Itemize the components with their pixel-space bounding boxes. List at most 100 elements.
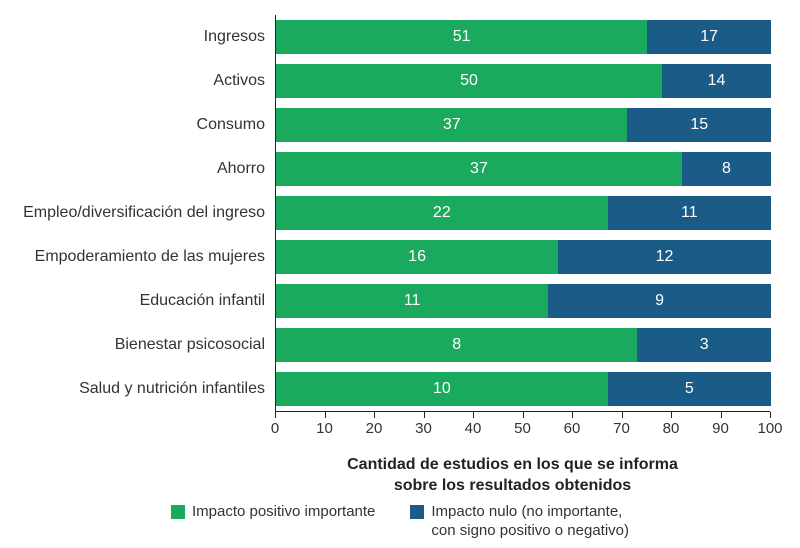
bar-segment-null: 14: [662, 64, 771, 98]
bar-segment-positive: 50: [276, 64, 662, 98]
bar-value-label: 37: [443, 116, 461, 134]
x-tick: [721, 412, 722, 418]
x-tick-label: 90: [712, 420, 729, 437]
bar-value-label: 3: [700, 336, 709, 354]
bar-track: 83: [276, 328, 771, 362]
legend-swatch: [171, 505, 185, 519]
bar-value-label: 8: [452, 336, 461, 354]
bar-segment-null: 8: [682, 152, 771, 186]
bar-track: 10 5: [276, 372, 771, 406]
bar-value-label: 17: [700, 28, 718, 46]
category-label: Activos: [20, 72, 275, 90]
bar-value-label: 14: [708, 72, 726, 90]
bar-plot-cell: 51 17: [275, 15, 770, 59]
bar-row: Educación infantil 11 9: [20, 279, 780, 323]
bar-track: 37 8: [276, 152, 771, 186]
category-label: Ingresos: [20, 28, 275, 46]
x-tick: [572, 412, 573, 418]
bar-plot-cell: 83: [275, 323, 770, 367]
bar-rows-container: Ingresos 51 17 Activos 50 14 Consumo 37 15 Ahorro…: [20, 15, 780, 411]
x-tick: [325, 412, 326, 418]
category-label: Consumo: [20, 116, 275, 134]
category-label: Ahorro: [20, 160, 275, 178]
x-tick: [374, 412, 375, 418]
bar-plot-cell: 22 11: [275, 191, 770, 235]
bar-row: Salud y nutrición infantiles10 5: [20, 367, 780, 411]
bar-plot-cell: 37 15: [275, 103, 770, 147]
legend-label: Impacto nulo (no importante,con signo po…: [431, 503, 629, 541]
x-tick-label: 40: [465, 420, 482, 437]
bar-segment-null: 9: [548, 284, 771, 318]
bar-segment-positive: 22: [276, 196, 608, 230]
bar-row: Empoderamiento de las mujeres1612: [20, 235, 780, 279]
x-tick: [622, 412, 623, 418]
legend: Impacto positivo importante Impacto nulo …: [0, 503, 800, 541]
bar-plot-cell: 50 14: [275, 59, 770, 103]
bar-value-label: 37: [470, 160, 488, 178]
x-tick-label: 20: [366, 420, 383, 437]
bar-segment-null: 17: [647, 20, 771, 54]
bar-value-label: 12: [656, 248, 674, 266]
x-axis-row: 0102030405060708090100: [20, 411, 780, 451]
legend-swatch: [410, 505, 424, 519]
bar-value-label: 22: [433, 204, 451, 222]
bar-plot-cell: 10 5: [275, 367, 770, 411]
bar-segment-positive: 37: [276, 108, 627, 142]
x-tick-label: 80: [663, 420, 680, 437]
bar-track: 51 17: [276, 20, 771, 54]
x-tick-label: 60: [564, 420, 581, 437]
bar-value-label: 5: [685, 380, 694, 398]
bar-track: 1612: [276, 240, 771, 274]
x-tick: [473, 412, 474, 418]
bar-track: 11 9: [276, 284, 771, 318]
bar-segment-positive: 11: [276, 284, 548, 318]
bar-row: Consumo 37 15: [20, 103, 780, 147]
category-label: Bienestar psicosocial: [20, 336, 275, 354]
bar-value-label: 50: [460, 72, 478, 90]
bar-segment-positive: 16: [276, 240, 558, 274]
x-tick-label: 50: [514, 420, 531, 437]
bar-row: Ahorro 37 8: [20, 147, 780, 191]
bar-segment-null: 15: [627, 108, 771, 142]
category-label: Educación infantil: [20, 292, 275, 310]
bar-value-label: 11: [681, 204, 698, 222]
x-tick: [671, 412, 672, 418]
bar-row: Bienestar psicosocial83: [20, 323, 780, 367]
bar-segment-null: 5: [608, 372, 771, 406]
bar-segment-positive: 51: [276, 20, 647, 54]
x-tick-label: 30: [415, 420, 432, 437]
bar-segment-null: 3: [637, 328, 771, 362]
legend-label: Impacto positivo importante: [192, 503, 375, 522]
bar-row: Ingresos 51 17: [20, 15, 780, 59]
category-label: Empleo/diversificación del ingreso: [20, 204, 275, 222]
x-tick: [424, 412, 425, 418]
bar-row: Activos 50 14: [20, 59, 780, 103]
x-axis-title: Cantidad de estudios en los que se infor…: [265, 455, 760, 497]
bar-plot-cell: 11 9: [275, 279, 770, 323]
bar-plot-cell: 37 8: [275, 147, 770, 191]
bar-segment-null: 11: [608, 196, 771, 230]
x-tick: [770, 412, 771, 418]
bar-value-label: 8: [722, 160, 731, 178]
bar-segment-null: 12: [558, 240, 771, 274]
bar-track: 50 14: [276, 64, 771, 98]
bar-row: Empleo/diversificación del ingreso 22 11: [20, 191, 780, 235]
bar-segment-positive: 10: [276, 372, 608, 406]
category-label: Empoderamiento de las mujeres: [20, 248, 275, 266]
bar-plot-cell: 1612: [275, 235, 770, 279]
x-tick-label: 10: [316, 420, 333, 437]
bar-value-label: 16: [408, 248, 426, 266]
bar-value-label: 51: [453, 28, 471, 46]
bar-track: 22 11: [276, 196, 771, 230]
x-axis: 0102030405060708090100: [275, 411, 770, 451]
category-label: Salud y nutrición infantiles: [20, 380, 275, 398]
bar-value-label: 11: [404, 292, 421, 310]
bar-value-label: 9: [655, 292, 664, 310]
x-tick-label: 100: [757, 420, 782, 437]
legend-item: Impacto positivo importante: [171, 503, 375, 541]
bar-segment-positive: 8: [276, 328, 637, 362]
x-tick: [275, 412, 276, 418]
stacked-bar-chart: Ingresos5117Activos5014Consumo3715Ahorro…: [20, 15, 780, 451]
bar-value-label: 15: [690, 116, 708, 134]
x-tick-label: 0: [271, 420, 279, 437]
